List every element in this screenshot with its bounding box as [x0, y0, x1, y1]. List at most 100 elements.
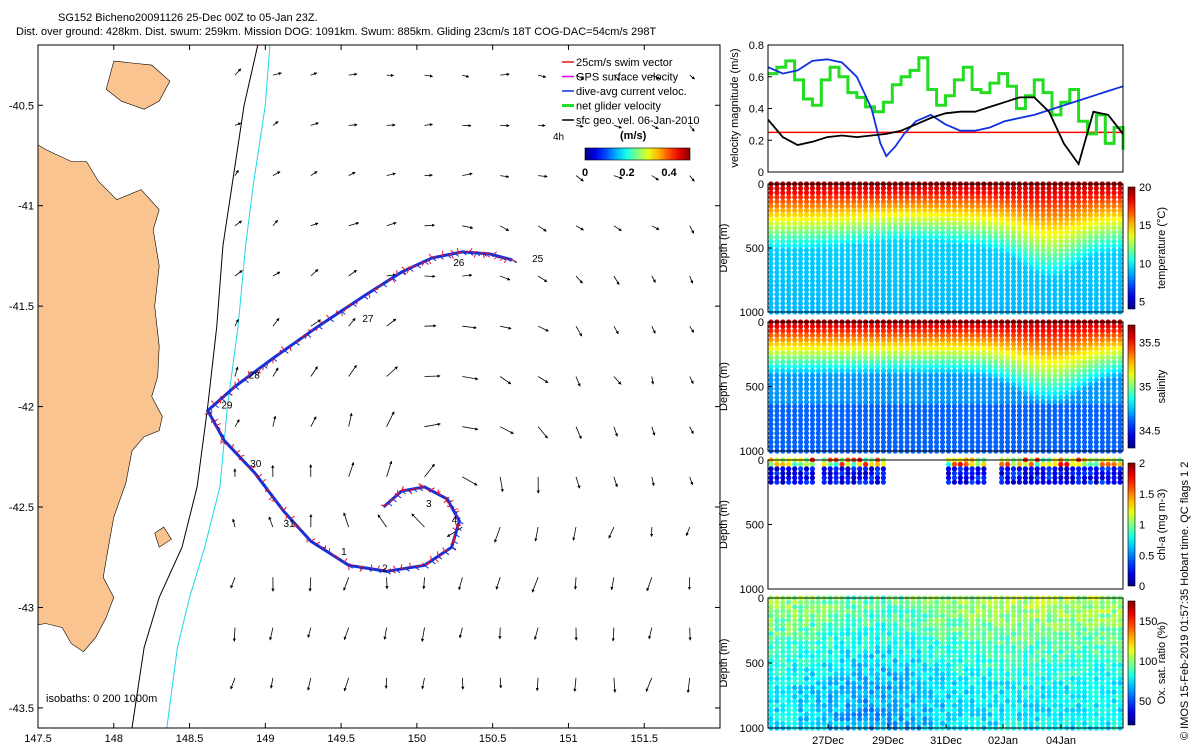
temperature-sample: [839, 300, 845, 306]
salinity-sample: [815, 386, 821, 392]
temperature-sample: [857, 274, 863, 280]
temperature-sample: [981, 216, 987, 222]
temperature-sample: [798, 265, 804, 271]
temperature-sample: [1064, 291, 1070, 297]
salinity-sample: [1005, 386, 1011, 392]
temperature-sample: [904, 256, 910, 262]
temperature-sample: [957, 260, 963, 266]
temperature-sample: [798, 274, 804, 280]
temperature-sample: [839, 216, 845, 222]
temperature-sample: [963, 252, 969, 258]
temperature-sample: [945, 225, 952, 231]
temperature-sample: [780, 287, 786, 293]
salinity-sample: [975, 341, 981, 347]
salinity-sample: [999, 412, 1005, 418]
isobath-1000m: [131, 45, 259, 728]
temperature-sample: [863, 243, 869, 249]
temperature-sample: [880, 221, 887, 227]
salinity-sample: [1099, 395, 1105, 401]
temperature-sample: [857, 296, 863, 302]
temperature-sample: [957, 247, 963, 253]
salinity-sample: [803, 386, 810, 392]
temperature-sample: [798, 252, 804, 258]
temperature-sample: [869, 282, 875, 289]
salinity-sample: [798, 323, 804, 329]
temperature-sample: [928, 260, 934, 266]
oxygen-sample: [851, 707, 857, 713]
temperature-sample: [957, 256, 963, 262]
oxygen-sample: [815, 662, 821, 668]
chla-sample: [803, 470, 810, 476]
temperature-sample: [1016, 252, 1023, 258]
salinity-sample: [1117, 395, 1123, 401]
temperature-sample: [1010, 185, 1017, 191]
temperature-sample: [898, 203, 904, 209]
temperature-sample: [869, 278, 875, 284]
temperature-sample: [851, 282, 857, 289]
salinity-sample: [886, 439, 892, 445]
temperature-sample: [798, 256, 804, 262]
salinity-sample: [999, 430, 1005, 436]
oxygen-sample: [768, 720, 774, 727]
temperature-sample: [910, 185, 916, 191]
salinity-sample: [963, 430, 969, 436]
geo-arrow: [651, 125, 659, 129]
salinity-sample: [809, 341, 816, 347]
temperature-sample: [821, 203, 827, 209]
salinity-sample: [1099, 332, 1105, 338]
temperature-sample: [803, 274, 810, 280]
salinity-sample: [1052, 386, 1058, 392]
salinity-sample: [892, 332, 898, 338]
temperature-sample: [892, 278, 898, 284]
temperature-sample: [827, 190, 833, 196]
temperature-sample: [975, 203, 981, 209]
temperature-sample: [839, 260, 845, 266]
temperature-sample: [939, 256, 946, 262]
temperature-sample: [827, 238, 833, 244]
temperature-sample: [803, 256, 810, 262]
salinity-sample: [803, 332, 810, 338]
oxygen-sample: [792, 622, 798, 628]
oxygen-sample: [833, 680, 839, 686]
salinity-sample: [969, 412, 975, 418]
oxygen-sample: [798, 653, 804, 659]
salinity-sample: [993, 412, 999, 418]
temperature-sample: [975, 300, 981, 306]
temperature-sample: [1010, 296, 1017, 302]
salinity-sample: [987, 368, 993, 374]
temperature-sample: [1016, 296, 1023, 302]
chla-sample: [1081, 470, 1088, 476]
salinity-sample: [1022, 395, 1028, 401]
salinity-sample: [886, 386, 892, 392]
salinity-sample: [827, 359, 833, 365]
salinity-sample: [833, 430, 839, 436]
salinity-sample: [1058, 412, 1064, 418]
geo-arrow: [424, 123, 434, 127]
chla-sample: [786, 479, 792, 485]
salinity-sample: [1005, 359, 1011, 365]
chla-sample: [1010, 470, 1017, 476]
dac-vector: [219, 432, 225, 437]
oxygen-sample: [827, 707, 833, 713]
oxygen-sample: [803, 599, 810, 606]
temperature-sample: [904, 247, 910, 253]
oxygen-sample: [827, 662, 833, 668]
temperature-sample: [1034, 194, 1040, 200]
temperature-sample: [821, 243, 827, 249]
temperature-sample: [821, 230, 827, 236]
chla-sample: [1076, 479, 1082, 485]
temperature-sample: [957, 269, 963, 275]
temperature-sample: [815, 230, 821, 236]
oxygen-sample: [786, 689, 792, 695]
oxygen-sample: [851, 613, 857, 619]
temperature-sample: [898, 234, 904, 240]
salinity-sample: [945, 350, 952, 356]
salinity-sample: [857, 403, 863, 410]
temperature-sample: [1010, 252, 1017, 258]
chla-sample: [945, 461, 952, 467]
salinity-sample: [975, 323, 981, 329]
temperature-sample: [945, 282, 952, 289]
oxygen-sample: [803, 671, 810, 677]
salinity-sample: [1081, 332, 1088, 338]
